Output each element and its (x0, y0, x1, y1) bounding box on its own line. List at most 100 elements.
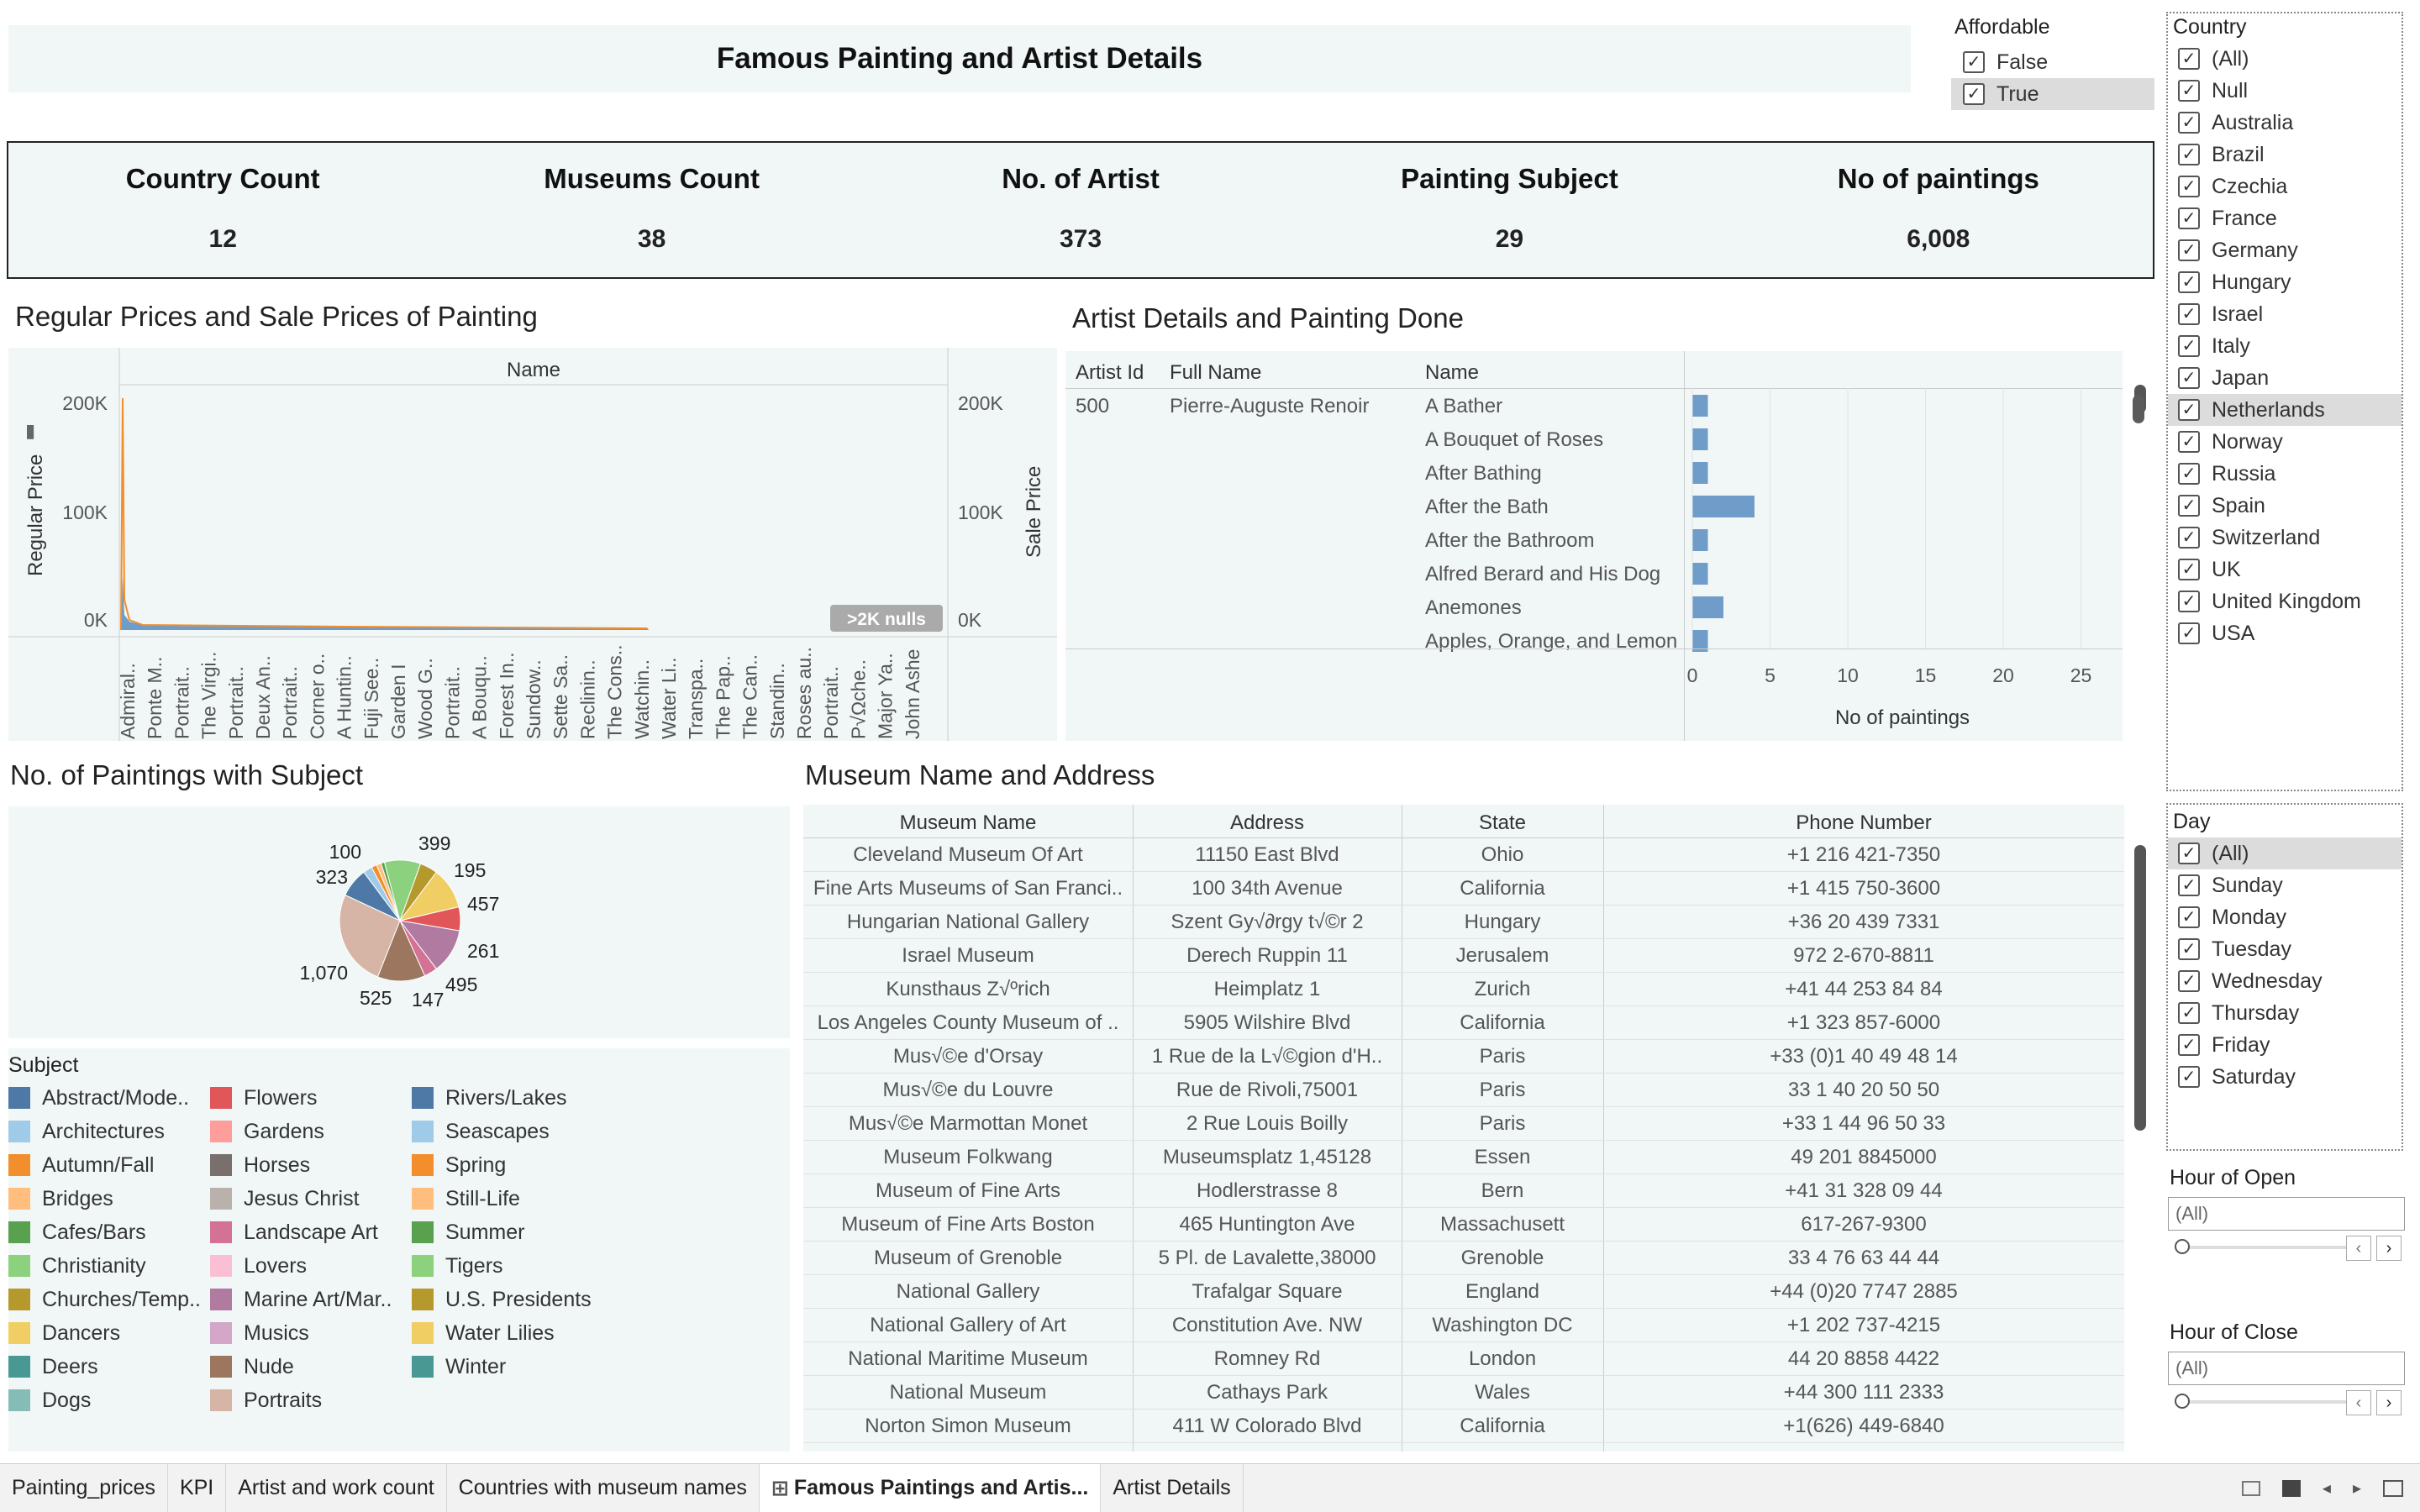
checkbox-icon[interactable]: ✓ (2178, 303, 2200, 325)
legend-item[interactable]: Still-Life (412, 1182, 613, 1215)
checkbox-icon[interactable]: ✓ (2178, 176, 2200, 197)
country-option[interactable]: ✓ Netherlands (2168, 394, 2402, 426)
country-option[interactable]: ✓ Hungary (2168, 266, 2402, 298)
checkbox-icon[interactable]: ✓ (2178, 1002, 2200, 1024)
country-option[interactable]: ✓ Switzerland (2168, 522, 2402, 554)
checkbox-icon[interactable]: ✓ (2178, 271, 2200, 293)
legend-item[interactable]: Christianity (8, 1249, 210, 1283)
table-row[interactable]: Israel Museum Derech Ruppin 11 Jerusalem 97… (803, 939, 2124, 973)
presentation-icon[interactable] (2383, 1479, 2403, 1497)
country-option[interactable]: ✓ Australia (2168, 107, 2402, 139)
country-option[interactable]: ✓ UK (2168, 554, 2402, 585)
paintings-bar[interactable] (1692, 496, 1754, 517)
prev-sheet-icon[interactable]: ◂ (2322, 1479, 2331, 1498)
next-arrow-icon[interactable]: › (2376, 1236, 2402, 1261)
country-option[interactable]: ✓ Japan (2168, 362, 2402, 394)
pie-slice[interactable] (339, 894, 401, 978)
table-row[interactable]: Mus√©e Marmottan Monet 2 Rue Louis Boilly… (803, 1107, 2124, 1141)
country-option[interactable]: ✓ (All) (2168, 43, 2402, 75)
country-option[interactable]: ✓ Brazil (2168, 139, 2402, 171)
slider-handle-icon[interactable] (2175, 1239, 2190, 1254)
affordable-true[interactable]: ✓ True (1951, 78, 2154, 110)
country-option[interactable]: ✓ Null (2168, 75, 2402, 107)
checkbox-icon[interactable]: ✓ (2178, 527, 2200, 549)
legend-item[interactable]: Portraits (210, 1383, 412, 1417)
legend-item[interactable]: Autumn/Fall (8, 1148, 210, 1182)
day-option[interactable]: ✓ Saturday (2168, 1061, 2402, 1093)
table-row[interactable]: Hungarian National Gallery Szent Gy√∂rgy … (803, 906, 2124, 939)
legend-item[interactable]: Spring (412, 1148, 613, 1182)
country-option[interactable]: ✓ Russia (2168, 458, 2402, 490)
checkbox-icon[interactable]: ✓ (2178, 399, 2200, 421)
checkbox-icon[interactable]: ✓ (2178, 335, 2200, 357)
table-row[interactable]: Museum of Grenoble 5 Pl. de Lavalette,380… (803, 1242, 2124, 1275)
country-option[interactable]: ✓ Germany (2168, 234, 2402, 266)
checkbox-icon[interactable]: ✓ (1963, 51, 1985, 73)
sheet-tab[interactable]: Countries with museum names (447, 1463, 760, 1512)
table-row[interactable]: Fine Arts Museums of San Franci.. 100 34t… (803, 872, 2124, 906)
checkbox-icon[interactable]: ✓ (2178, 495, 2200, 517)
sheet-tab[interactable]: ⊞ Famous Paintings and Artis... (759, 1463, 1102, 1512)
legend-item[interactable]: Cafes/Bars (8, 1215, 210, 1249)
next-arrow-icon[interactable]: › (2376, 1390, 2402, 1415)
sheet-tab[interactable]: KPI (168, 1463, 227, 1512)
next-sheet-icon[interactable]: ▸ (2352, 1479, 2361, 1498)
legend-item[interactable]: Seascapes (412, 1115, 613, 1148)
checkbox-icon[interactable]: ✓ (2178, 874, 2200, 896)
table-row[interactable]: National Gallery of Art Constitution Ave.… (803, 1309, 2124, 1342)
paintings-bar[interactable] (1692, 630, 1708, 652)
checkbox-icon[interactable]: ✓ (1963, 83, 1985, 105)
pie-slice[interactable] (376, 919, 426, 982)
table-row[interactable]: National Museum Cathays Park Wales +44 300 … (803, 1376, 2124, 1410)
checkbox-icon[interactable]: ✓ (2178, 591, 2200, 612)
checkbox-icon[interactable]: ✓ (2178, 906, 2200, 928)
museum-scrollbar-thumb[interactable] (2134, 845, 2146, 1131)
day-option[interactable]: ✓ Friday (2168, 1029, 2402, 1061)
legend-item[interactable]: Horses (210, 1148, 412, 1182)
legend-item[interactable]: Tigers (412, 1249, 613, 1283)
table-row[interactable]: Museum Folkwang Museumsplatz 1,45128 Essen… (803, 1141, 2124, 1174)
table-row[interactable]: Cleveland Museum Of Art 11150 East Blvd Oh… (803, 838, 2124, 872)
day-option[interactable]: ✓ (All) (2168, 837, 2402, 869)
table-row[interactable]: Mus√©e d'Orsay 1 Rue de la L√©gion d'H.. P… (803, 1040, 2124, 1074)
nulls-badge[interactable] (830, 605, 943, 632)
legend-item[interactable]: Dogs (8, 1383, 210, 1417)
checkbox-icon[interactable]: ✓ (2178, 80, 2200, 102)
single-view-icon[interactable] (2281, 1479, 2301, 1497)
legend-item[interactable]: Marine Art/Mar.. (210, 1283, 412, 1316)
day-option[interactable]: ✓ Monday (2168, 901, 2402, 933)
legend-item[interactable]: Jesus Christ (210, 1182, 412, 1215)
legend-item[interactable]: Deers (8, 1350, 210, 1383)
legend-item[interactable]: Flowers (210, 1081, 412, 1115)
country-option[interactable]: ✓ Spain (2168, 490, 2402, 522)
checkbox-icon[interactable]: ✓ (2178, 367, 2200, 389)
checkbox-icon[interactable]: ✓ (2178, 144, 2200, 165)
country-option[interactable]: ✓ United Kingdom (2168, 585, 2402, 617)
legend-item[interactable]: Bridges (8, 1182, 210, 1215)
checkbox-icon[interactable]: ✓ (2178, 938, 2200, 960)
day-option[interactable]: ✓ Thursday (2168, 997, 2402, 1029)
paintings-bar[interactable] (1692, 529, 1708, 551)
legend-item[interactable]: Rivers/Lakes (412, 1081, 613, 1115)
table-row[interactable]: Los Angeles County Museum of .. 5905 Wils… (803, 1006, 2124, 1040)
country-option[interactable]: ✓ USA (2168, 617, 2402, 649)
legend-item[interactable]: Summer (412, 1215, 613, 1249)
legend-item[interactable]: Water Lilies (412, 1316, 613, 1350)
legend-item[interactable]: Musics (210, 1316, 412, 1350)
sheet-tab[interactable]: Artist Details (1101, 1463, 1244, 1512)
paintings-bar[interactable] (1692, 395, 1708, 417)
day-option[interactable]: ✓ Wednesday (2168, 965, 2402, 997)
checkbox-icon[interactable]: ✓ (2178, 843, 2200, 864)
checkbox-icon[interactable]: ✓ (2178, 1066, 2200, 1088)
checkbox-icon[interactable]: ✓ (2178, 112, 2200, 134)
legend-item[interactable]: Architectures (8, 1115, 210, 1148)
slider-handle-icon[interactable] (2175, 1394, 2190, 1409)
hour-open-dropdown[interactable]: (All) (2168, 1197, 2405, 1231)
table-row[interactable]: Museum of Fine Arts Boston 465 Huntington… (803, 1208, 2124, 1242)
nulls-badge-text[interactable]: >2K nulls (847, 610, 926, 629)
country-option[interactable]: ✓ Israel (2168, 298, 2402, 330)
checkbox-icon[interactable]: ✓ (2178, 431, 2200, 453)
legend-item[interactable]: Lovers (210, 1249, 412, 1283)
country-option[interactable]: ✓ Czechia (2168, 171, 2402, 202)
legend-item[interactable]: U.S. Presidents (412, 1283, 613, 1316)
